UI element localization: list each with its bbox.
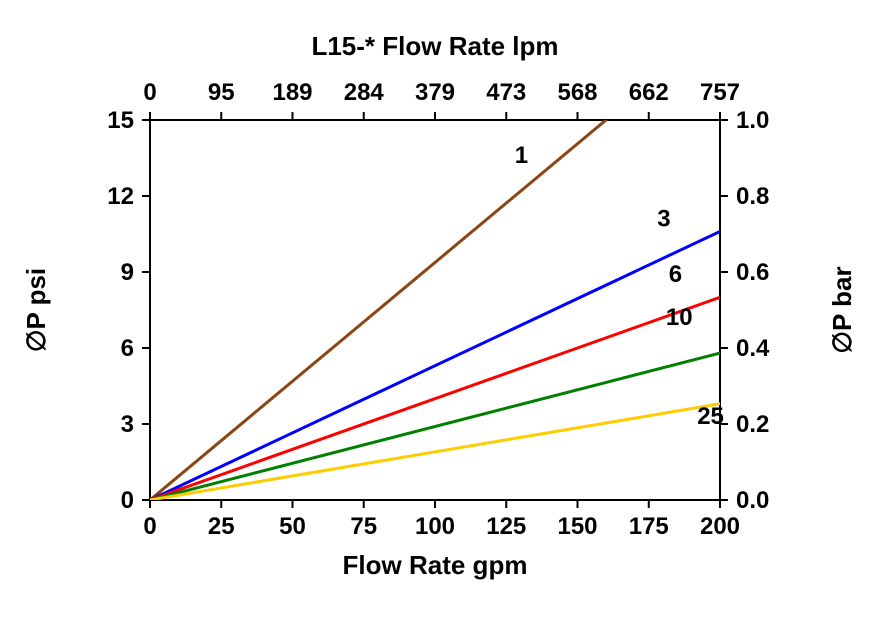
- x-top-tick-label: 284: [344, 79, 385, 106]
- x-bottom-tick-label: 150: [557, 513, 597, 540]
- series-label-1: 1: [515, 142, 528, 169]
- x-axis-label: Flow Rate gpm: [343, 550, 528, 580]
- y-right-tick-label: 0.8: [736, 183, 769, 210]
- y-right-tick-label: 0.6: [736, 259, 769, 286]
- y-right-tick-label: 1.0: [736, 107, 769, 134]
- x-top-tick-label: 662: [629, 79, 669, 106]
- y-left-axis-label: ∅P psi: [21, 268, 51, 352]
- x-bottom-tick-label: 200: [700, 513, 740, 540]
- series-label-3: 3: [657, 205, 670, 232]
- y-left-tick-label: 0: [121, 487, 134, 514]
- y-right-tick-label: 0.4: [736, 335, 770, 362]
- x-bottom-tick-label: 100: [415, 513, 455, 540]
- x-bottom-tick-label: 125: [486, 513, 526, 540]
- x-top-tick-label: 473: [486, 79, 526, 106]
- y-left-tick-label: 9: [121, 259, 134, 286]
- x-top-tick-label: 0: [143, 79, 156, 106]
- x-bottom-tick-label: 0: [143, 513, 156, 540]
- y-left-tick-label: 3: [121, 411, 134, 438]
- chart-title-top: L15-* Flow Rate lpm: [311, 31, 558, 61]
- flow-rate-chart: L15-* Flow Rate lpm095189284379473568662…: [0, 0, 876, 642]
- x-bottom-tick-label: 50: [279, 513, 306, 540]
- y-right-tick-label: 0.2: [736, 411, 769, 438]
- chart-svg: L15-* Flow Rate lpm095189284379473568662…: [0, 0, 876, 642]
- series-label-25: 25: [697, 403, 724, 430]
- y-left-tick-label: 15: [107, 107, 134, 134]
- x-top-tick-label: 379: [415, 79, 455, 106]
- y-left-tick-label: 12: [107, 183, 134, 210]
- x-bottom-tick-label: 75: [350, 513, 377, 540]
- x-top-tick-label: 757: [700, 79, 740, 106]
- series-label-6: 6: [669, 261, 682, 288]
- y-right-tick-label: 0.0: [736, 487, 769, 514]
- series-label-10: 10: [666, 304, 693, 331]
- y-left-tick-label: 6: [121, 335, 134, 362]
- x-top-tick-label: 568: [557, 79, 597, 106]
- x-top-tick-label: 95: [208, 79, 235, 106]
- x-bottom-tick-label: 175: [629, 513, 669, 540]
- y-right-axis-label: ∅P bar: [827, 266, 857, 353]
- x-top-tick-label: 189: [272, 79, 312, 106]
- x-bottom-tick-label: 25: [208, 513, 235, 540]
